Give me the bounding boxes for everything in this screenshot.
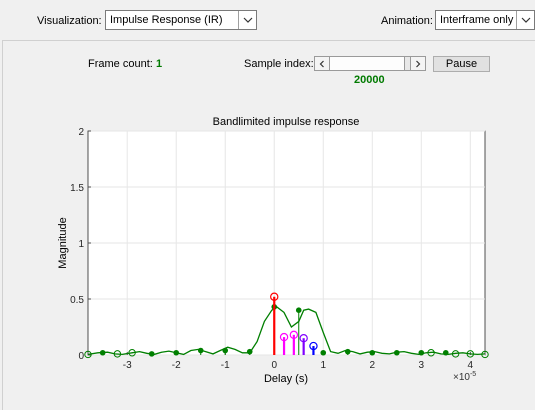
filled-sample-point <box>222 347 229 354</box>
open-sample-point <box>466 350 474 358</box>
filled-sample-point <box>99 349 106 356</box>
x-tick-label: -2 <box>172 360 181 371</box>
x-tick-label: 3 <box>419 360 425 371</box>
y-tick-label: 0 <box>78 351 84 362</box>
sample-index-label: Sample index: <box>244 58 314 70</box>
open-sample-point <box>427 349 435 357</box>
x-tick-label: 1 <box>320 360 326 371</box>
visualization-value: Impulse Response (IR) <box>110 14 223 26</box>
slider-right-button[interactable] <box>410 57 425 70</box>
y-tick-label: 1.5 <box>70 183 84 194</box>
filled-sample-point <box>393 349 400 356</box>
stem-marker <box>279 332 289 342</box>
ticks: -3 -2 -1 0 1 2 3 4 0 0.5 1 1.5 2 <box>70 127 473 371</box>
open-sample-point <box>84 350 92 359</box>
filled-sample-point <box>148 351 155 357</box>
x-tick-label: 0 <box>271 360 277 371</box>
filled-sample-point <box>369 349 376 356</box>
x-exponent-label: ×10-5 <box>453 371 476 383</box>
filled-sample-point <box>197 347 204 354</box>
y-tick-label: 2 <box>78 127 84 138</box>
y-tick-label: 1 <box>78 239 84 250</box>
filled-sample-point <box>320 349 327 356</box>
stem-marker <box>289 330 299 340</box>
y-tick-label: 0.5 <box>70 295 84 306</box>
x-tick-label: -1 <box>221 360 230 371</box>
filled-sample-point <box>295 307 302 314</box>
pause-button[interactable]: Pause <box>433 56 490 72</box>
series <box>84 292 489 359</box>
frame-count-label: Frame count: <box>88 58 153 70</box>
stem-marker <box>270 292 279 301</box>
chart-title: Bandlimited impulse response <box>213 116 360 128</box>
sample-index-slider[interactable] <box>314 56 426 71</box>
frame-count-value: 1 <box>156 58 163 70</box>
chevron-down-icon[interactable] <box>516 11 534 29</box>
x-axis-label: Delay (s) <box>264 373 308 385</box>
response-curve <box>87 305 486 356</box>
visualization-label: Visualization: <box>37 15 102 27</box>
x-tick-label: 2 <box>369 360 375 371</box>
open-sample-point <box>128 349 136 357</box>
animation-dropdown[interactable]: Interframe only <box>435 10 535 30</box>
y-axis-label: Magnitude <box>57 217 69 268</box>
sample-index-value: 20000 <box>354 74 385 86</box>
filled-sample-point <box>418 349 425 356</box>
toolbar: Visualization: Impulse Response (IR) Ani… <box>0 0 535 38</box>
x-tick-label: 4 <box>468 360 474 371</box>
chevron-down-icon[interactable] <box>238 11 256 29</box>
chevron-left-icon <box>319 60 324 67</box>
animation-label: Animation: <box>381 15 433 27</box>
filled-sample-point <box>442 349 449 356</box>
visualization-dropdown[interactable]: Impulse Response (IR) <box>105 10 257 30</box>
filled-sample-point <box>344 348 351 355</box>
slider-thumb[interactable] <box>329 57 405 70</box>
filled-sample-point <box>173 349 180 356</box>
stem-marker <box>299 334 308 343</box>
filled-sample-point <box>246 348 253 355</box>
animation-value: Interframe only <box>440 14 514 26</box>
open-sample-point <box>451 350 460 358</box>
open-sample-point <box>481 350 489 359</box>
chevron-right-icon <box>416 60 421 67</box>
open-sample-point <box>113 350 122 358</box>
x-tick-label: -3 <box>123 360 132 371</box>
stem-marker <box>309 341 318 351</box>
